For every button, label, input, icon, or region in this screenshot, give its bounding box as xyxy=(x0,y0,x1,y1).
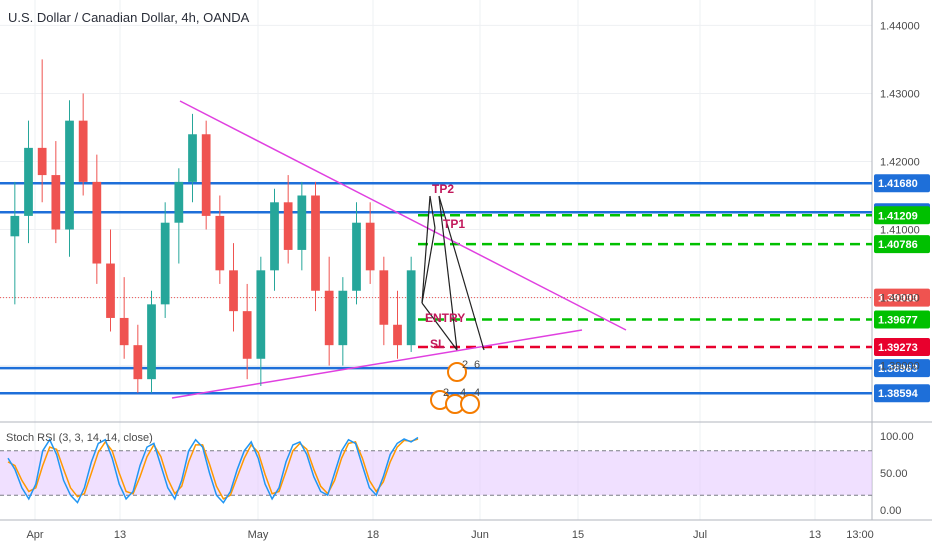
time-axis[interactable]: Apr 13 May 18 Jun 15 Jul 13 13:00 xyxy=(26,529,873,541)
level-tag xyxy=(874,338,930,357)
level-tag-label: 1.41209 xyxy=(878,210,918,222)
stoch-rsi-pane xyxy=(0,436,872,504)
level-tag xyxy=(874,235,930,254)
time-tick-label: Apr xyxy=(26,529,43,541)
price-tick-label: 1.41000 xyxy=(880,225,920,237)
candle-body xyxy=(24,147,33,216)
level-tag xyxy=(874,384,930,403)
candle-body xyxy=(379,270,389,325)
candlestick-series xyxy=(10,59,416,393)
rsi-band xyxy=(0,450,872,496)
candle-body xyxy=(393,324,402,346)
candle-body xyxy=(133,345,143,380)
trade-label: SL xyxy=(430,337,445,351)
level-tag xyxy=(874,359,930,378)
candle-body xyxy=(119,317,129,346)
rsi-k-line xyxy=(7,436,419,504)
candle-body xyxy=(283,202,293,250)
ascending-trendline xyxy=(171,329,583,399)
trade-path-segment xyxy=(421,227,436,304)
event-count: 2 xyxy=(462,359,468,371)
event-count: 6 xyxy=(474,359,480,371)
trade-path-segment xyxy=(421,302,458,351)
price-axis[interactable]: 1.416801.412541.412091.407861.396771.392… xyxy=(874,20,930,517)
trade-path-segment xyxy=(438,195,458,351)
candle-body xyxy=(242,311,252,359)
grid xyxy=(0,0,932,521)
price-tick-label: 1.39000 xyxy=(880,361,920,373)
candle-body xyxy=(338,290,348,346)
trade-path-segment xyxy=(421,195,431,304)
event-icons: 2 62 4 4 xyxy=(430,359,480,414)
candle-body xyxy=(147,304,156,380)
time-tick-label: 13 xyxy=(809,529,821,541)
descending-trendline xyxy=(179,100,627,331)
candle-body xyxy=(106,263,115,318)
level-tag-label: 1.39273 xyxy=(878,342,918,354)
candle-body xyxy=(37,147,47,176)
candle-body xyxy=(188,134,197,182)
rsi-tick-label: 0.00 xyxy=(880,505,901,517)
candle-body xyxy=(352,222,361,291)
candle-body xyxy=(311,195,320,291)
time-tick-label: May xyxy=(248,529,269,541)
candle-body xyxy=(215,215,225,271)
candle-body xyxy=(297,195,307,250)
trendlines xyxy=(171,100,627,399)
candle-body xyxy=(270,202,279,271)
candle-body xyxy=(324,290,334,346)
level-tag-label: 1.38963 xyxy=(878,363,918,375)
level-tag xyxy=(874,174,930,193)
time-tick-label: Jun xyxy=(471,529,489,541)
price-tick-label: 1.40000 xyxy=(880,293,920,305)
trade-label: TP1 xyxy=(443,217,465,231)
event-count: 2 xyxy=(443,387,449,399)
price-tick-label: 1.42000 xyxy=(880,156,920,168)
candle-body xyxy=(51,175,61,230)
rsi-d-line xyxy=(7,438,419,500)
rsi-tick-label: 50.00 xyxy=(880,468,908,480)
trade-path-segment xyxy=(438,195,485,351)
candle-body xyxy=(65,120,74,230)
level-tag xyxy=(874,206,930,225)
horizontal-levels xyxy=(0,181,872,395)
time-tick-label: 15 xyxy=(572,529,584,541)
candle-body xyxy=(256,270,266,359)
level-tag-label: 1.40786 xyxy=(878,239,918,251)
candle-body xyxy=(406,270,416,346)
current-price-tag xyxy=(874,288,930,307)
trade-annotations: TP2 TP1 ENTRY SL xyxy=(421,182,485,351)
time-tick-label: 18 xyxy=(367,529,379,541)
time-tick-label: 13:00 xyxy=(846,529,874,541)
candle-body xyxy=(365,222,375,271)
event-icon xyxy=(447,362,467,382)
level-tag xyxy=(874,310,930,329)
current-price-label: 1.39999 xyxy=(878,293,918,305)
time-tick-label: 13 xyxy=(114,529,126,541)
rsi-tick-label: 100.00 xyxy=(880,431,914,443)
level-tag-label: 1.39677 xyxy=(878,315,918,327)
event-icon xyxy=(460,394,480,414)
candle-body xyxy=(201,134,211,216)
trade-label: ENTRY xyxy=(425,311,465,325)
candle-body xyxy=(174,181,184,223)
time-tick-label: Jul xyxy=(693,529,707,541)
candle-body xyxy=(10,215,20,237)
candle-body xyxy=(229,270,238,312)
event-count: 4 xyxy=(460,387,466,399)
candle-body xyxy=(78,120,88,182)
chart-title: U.S. Dollar / Canadian Dollar, 4h, OANDA xyxy=(8,10,250,25)
candle-body xyxy=(160,222,170,305)
trade-path-segment xyxy=(429,195,436,229)
level-tag-label: 1.41680 xyxy=(878,178,918,190)
indicator-label: Stoch RSI (3, 3, 14, 14, close) xyxy=(6,432,153,444)
price-tick-label: 1.44000 xyxy=(880,20,920,32)
price-tick-label: 1.43000 xyxy=(880,88,920,100)
trade-label: TP2 xyxy=(432,182,454,196)
level-tag-label: 1.38594 xyxy=(878,388,919,400)
candle-body xyxy=(92,181,102,264)
event-count: 4 xyxy=(474,387,480,399)
